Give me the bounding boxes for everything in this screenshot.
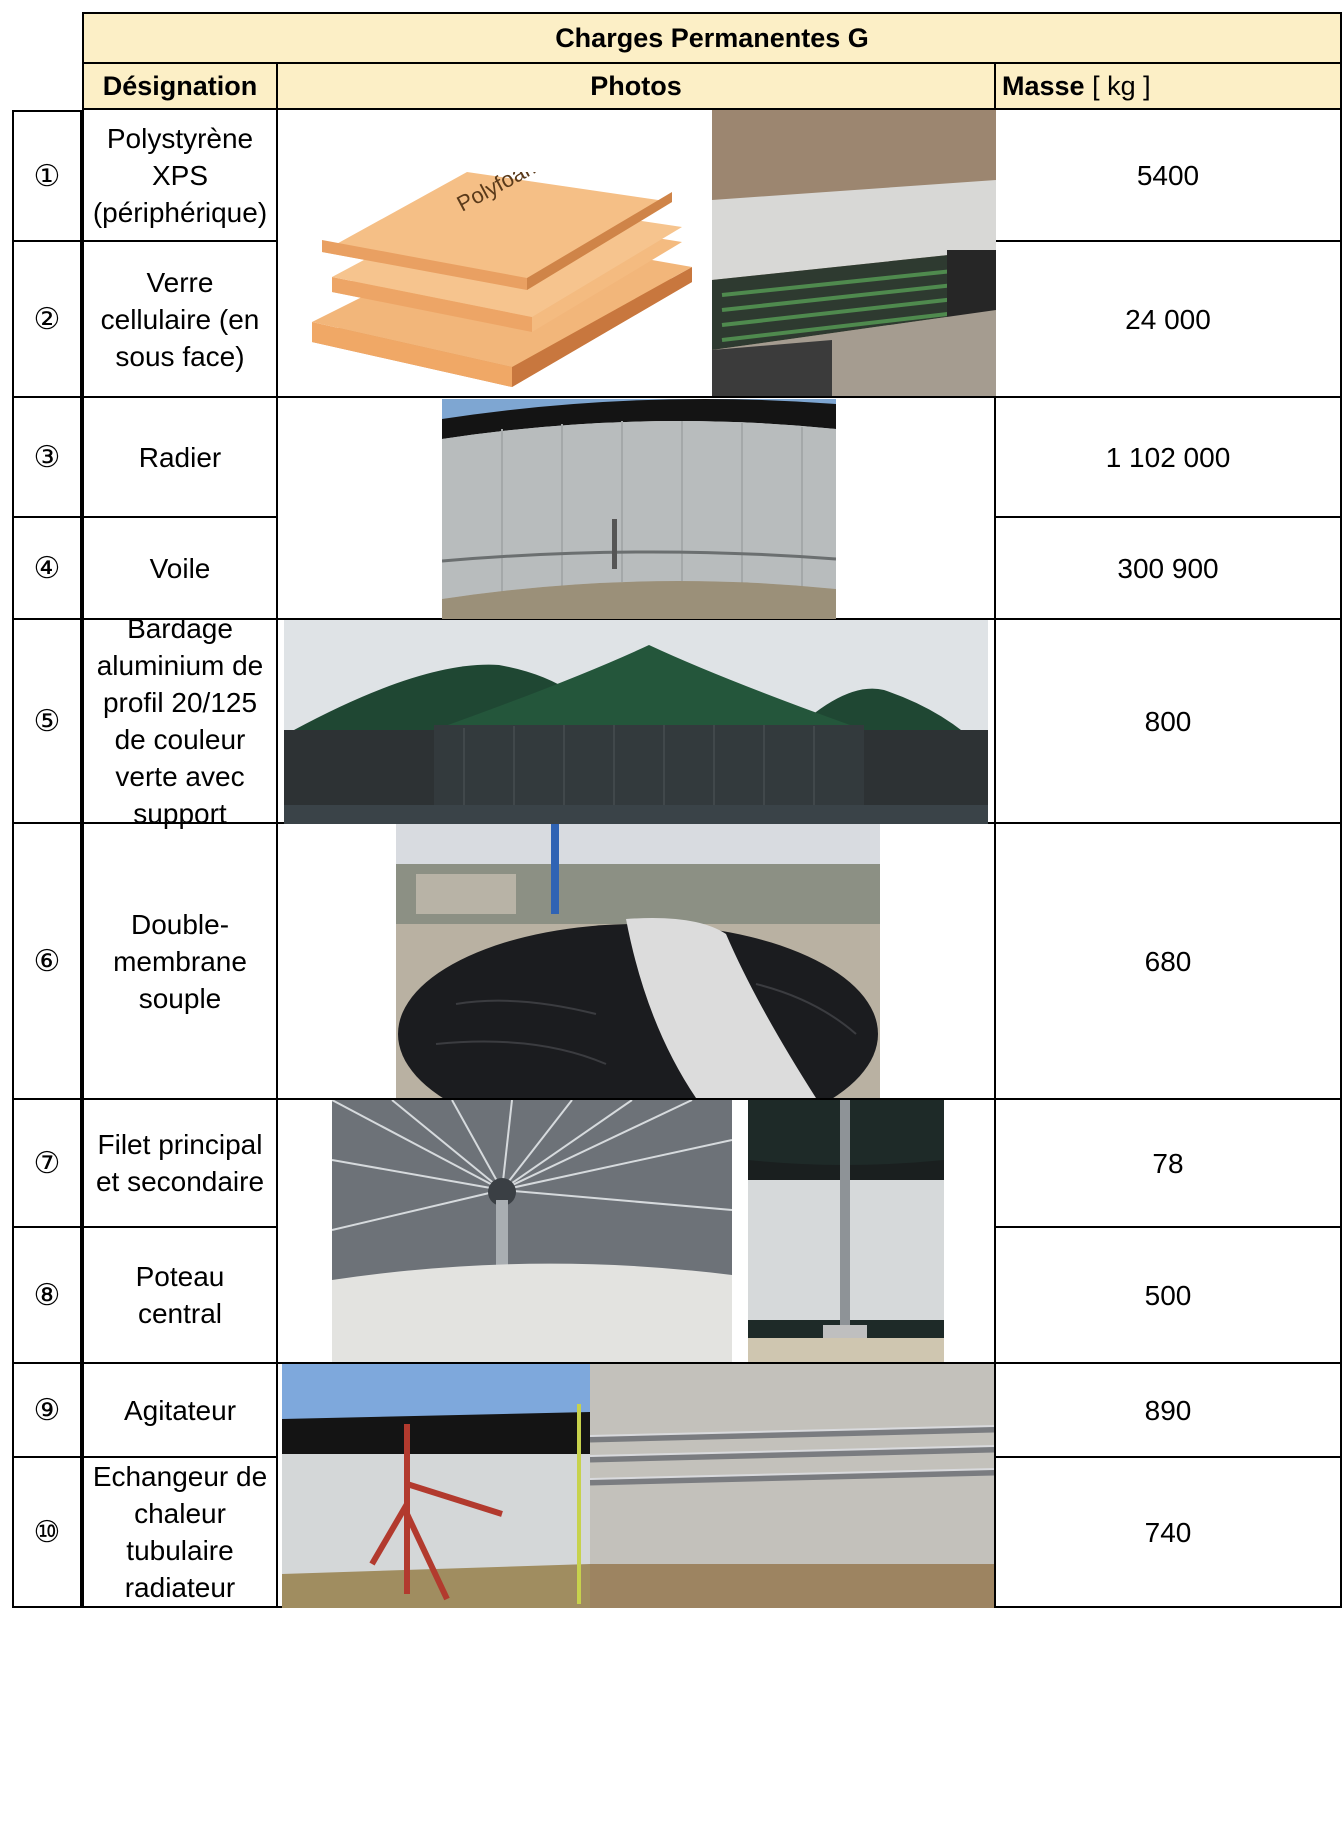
photo-agitator — [282, 1364, 590, 1608]
photo-xps-boards: Polyfoam — [292, 172, 712, 392]
charges-table: Charges Permanentes G Désignation Photos… — [12, 12, 1342, 1831]
designation-cell: Filet principal et secondaire — [82, 1100, 278, 1228]
row-number: ⑨ — [12, 1364, 82, 1458]
photo-central-post — [748, 1100, 944, 1362]
photo-tank-wall — [442, 399, 836, 619]
row-number: ③ — [12, 398, 82, 518]
masse-cell: 5400 — [996, 110, 1342, 242]
designation-cell: Radier — [82, 398, 278, 518]
masse-cell: 24 000 — [996, 242, 1342, 398]
photo-heat-exchanger — [590, 1364, 994, 1608]
row-number: ④ — [12, 518, 82, 620]
photo-cell-7-8 — [278, 1100, 996, 1364]
row-number: ⑦ — [12, 1100, 82, 1228]
masse-cell: 680 — [996, 824, 1342, 1100]
row-number: ⑧ — [12, 1228, 82, 1364]
header-designation: Désignation — [82, 64, 278, 110]
masse-cell: 890 — [996, 1364, 1342, 1458]
masse-cell: 740 — [996, 1458, 1342, 1608]
masse-cell: 800 — [996, 620, 1342, 824]
header-masse-unit: [ kg ] — [1092, 70, 1151, 101]
designation-cell: Poteau central — [82, 1228, 278, 1364]
masse-cell: 1 102 000 — [996, 398, 1342, 518]
masse-cell: 500 — [996, 1228, 1342, 1364]
designation-cell: Agitateur — [82, 1364, 278, 1458]
row-number: ⑥ — [12, 824, 82, 1100]
row-number: ① — [12, 110, 82, 242]
photo-roof-nets — [332, 1100, 732, 1362]
table-title: Charges Permanentes G — [82, 12, 1342, 64]
row-number: ② — [12, 242, 82, 398]
photo-cell-3-4 — [278, 398, 996, 620]
photo-cell-6 — [278, 824, 996, 1100]
designation-cell: Verre cellulaire (en sous face) — [82, 242, 278, 398]
photo-green-domes — [284, 620, 988, 824]
row-number: ⑩ — [12, 1458, 82, 1608]
masse-cell: 78 — [996, 1100, 1342, 1228]
header-masse: Masse [ kg ] — [996, 64, 1342, 110]
header-masse-label: Masse — [1002, 70, 1085, 101]
designation-cell: Bardage aluminium de profil 20/125 de co… — [82, 613, 278, 829]
photo-cellular-glass — [712, 110, 996, 396]
designation-cell: Polystyrène XPS (périphérique) — [82, 110, 278, 242]
designation-cell: Echangeur de chaleur tubulaire radiateur — [82, 1458, 278, 1608]
row-number: ⑤ — [12, 620, 82, 824]
header-photos: Photos — [278, 64, 996, 110]
photo-double-membrane — [396, 824, 880, 1098]
designation-cell: Voile — [82, 518, 278, 620]
designation-cell: Double-membrane souple — [82, 824, 278, 1100]
masse-cell: 300 900 — [996, 518, 1342, 620]
